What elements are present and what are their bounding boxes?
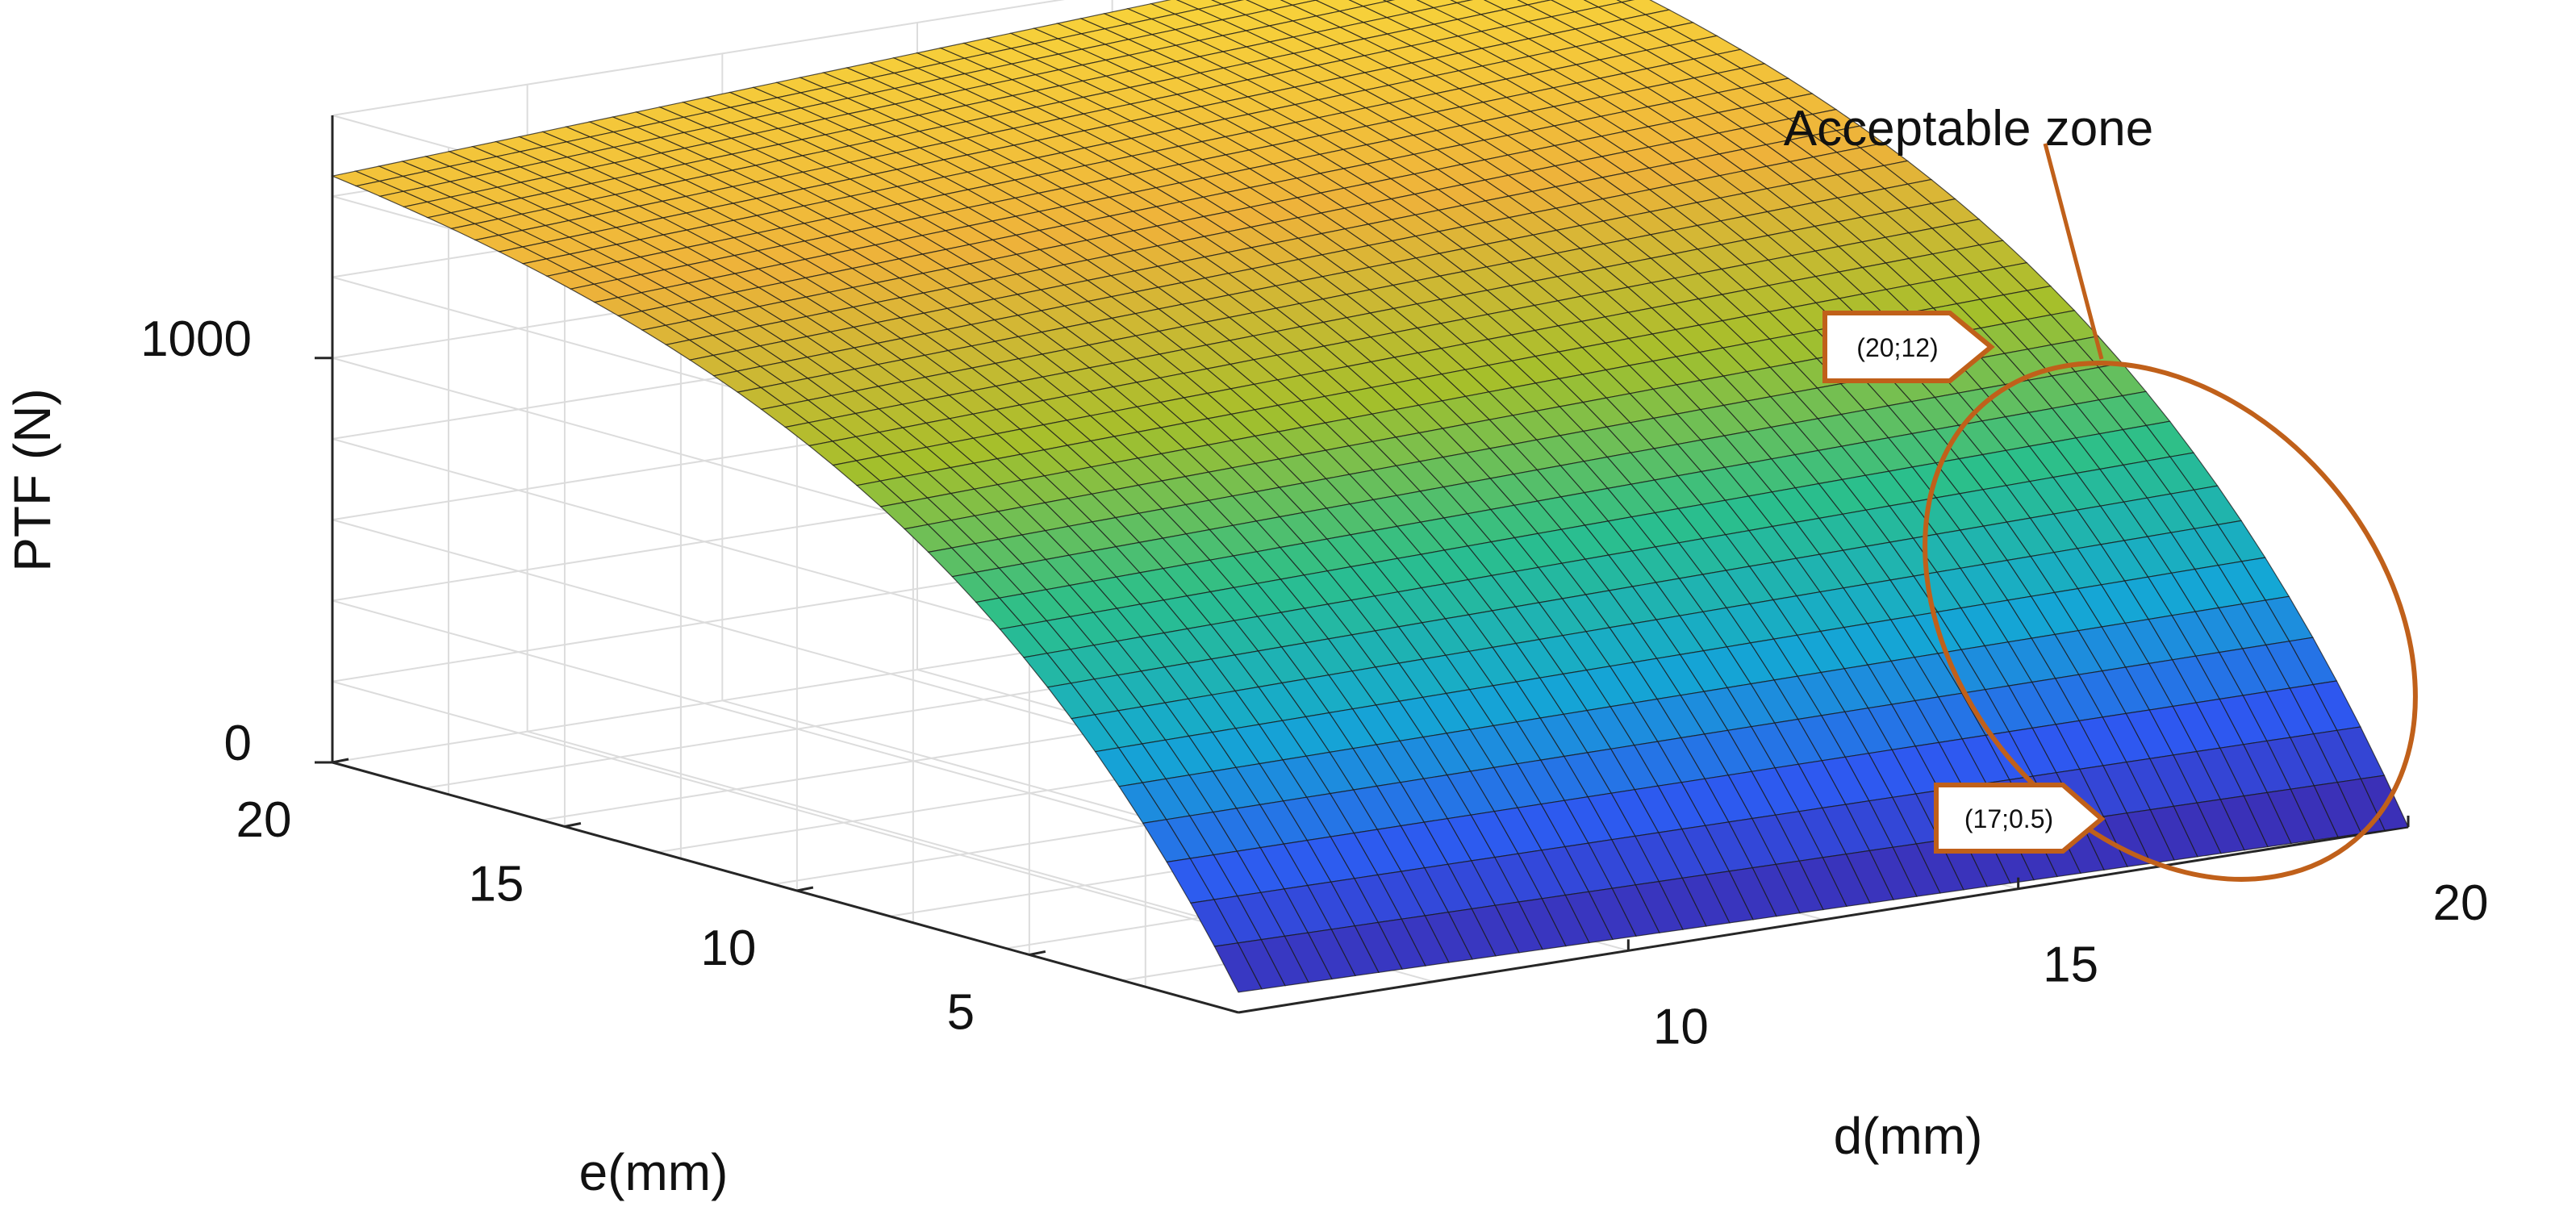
callout-20-12-shape: [1822, 311, 1995, 383]
grid-line: [332, 680, 1239, 933]
e-tick-mark: [796, 886, 814, 892]
e-tick-mark: [1029, 950, 1046, 956]
z-axis-label: PTF (N): [3, 388, 61, 572]
d-tick-label: 20: [2433, 875, 2489, 931]
e-axis-line: [332, 761, 1239, 1014]
e-tick-mark: [564, 822, 582, 828]
callout-17-0.5-text: (17;0.5): [1964, 804, 2053, 833]
acceptable-zone-label: Acceptable zone: [1784, 101, 2153, 157]
e-tick-label: 10: [700, 921, 756, 976]
acceptable-zone-leader: [2043, 143, 2104, 360]
d-axis-line: [1238, 825, 2409, 1014]
d-axis-label: d(mm): [1834, 1107, 1983, 1165]
d-tick-label: 10: [1653, 999, 1709, 1054]
e-tick-label: 15: [468, 856, 524, 912]
callout-20-12: (20;12): [1822, 311, 1995, 383]
e-tick-label: 20: [236, 792, 292, 848]
callout-17-0.5: (17;0.5): [1934, 783, 2106, 854]
callout-20-12-text: (20;12): [1856, 333, 1938, 362]
d-tick-label: 15: [2043, 937, 2098, 993]
acceptable-zone-ellipse: [1923, 361, 2418, 882]
callout-17-0.5-shape: [1934, 783, 2106, 854]
annotations: Acceptable zone (20;12) (17;0.5): [1784, 101, 2418, 882]
axes: [331, 115, 2409, 1014]
z-tick-label: 1000: [140, 311, 252, 367]
surface-patch: [1517, 0, 1553, 6]
surface-patch: [1211, 0, 1245, 5]
e-tick-mark: [332, 758, 349, 764]
z-tick-label: 0: [224, 716, 252, 771]
e-axis-label: e(mm): [579, 1143, 729, 1201]
grid-line: [332, 599, 1239, 852]
surface-mesh: [330, 0, 2409, 993]
e-tick-label: 5: [947, 984, 975, 1040]
tick-labels: 10 15 20 5 10 15 20 0 1000: [140, 311, 2488, 1055]
